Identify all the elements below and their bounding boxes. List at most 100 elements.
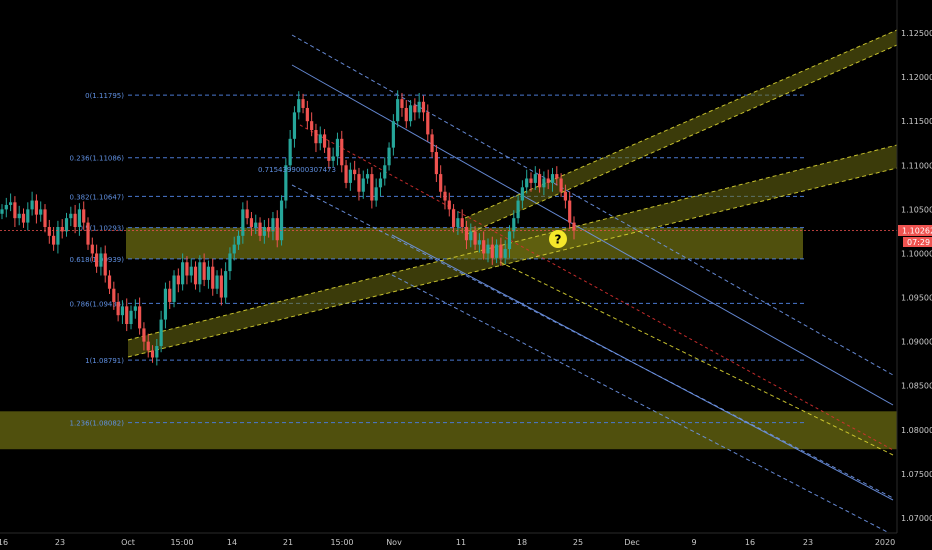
- candle-body-119: [512, 218, 516, 232]
- fib-label-0.786: 0.786(1.09434): [70, 300, 125, 308]
- countdown-label: 07:29: [907, 238, 930, 247]
- candle-body-79: [340, 138, 344, 166]
- price-tick-0: 1.12500: [901, 29, 932, 38]
- candle-body-52: [224, 271, 228, 298]
- candle-body-61: [262, 227, 266, 236]
- candle-body-35: [150, 350, 155, 358]
- time-tick-15: 2020: [875, 538, 895, 547]
- price-tick-7: 1.09000: [901, 338, 932, 347]
- candle-body-128: [550, 174, 555, 183]
- candle-body-129: [555, 174, 559, 179]
- candle-body-102: [439, 174, 443, 192]
- candle-body-14: [60, 227, 64, 232]
- candle-body-66: [284, 165, 288, 201]
- candle-body-92: [396, 99, 400, 122]
- time-axis-background: [0, 533, 932, 550]
- price-axis-ticks[interactable]: 1.12500 1.12000 1.11500 1.11000 1.10500 1.100…: [901, 29, 932, 523]
- time-tick-6: 15:00: [330, 538, 353, 547]
- candle-body-62: [267, 227, 271, 232]
- candle-body-5: [21, 213, 26, 223]
- candle-body-65: [279, 200, 284, 241]
- candle-body-1: [4, 204, 8, 210]
- candle-body-86: [370, 174, 374, 201]
- candle-body-83: [357, 174, 361, 192]
- candle-body-34: [146, 341, 150, 351]
- candle-body-114: [490, 244, 494, 258]
- price-tick-5: 1.10000: [901, 249, 932, 258]
- candle-body-111: [477, 240, 481, 245]
- candle-body-45: [193, 266, 198, 285]
- candle-body-39: [168, 288, 172, 302]
- question-marker[interactable]: ?: [549, 230, 567, 248]
- candle-body-26: [112, 288, 116, 302]
- price-tick-11: 1.07000: [901, 514, 932, 523]
- price-tick-4: 1.10500: [901, 205, 932, 214]
- candle-body-90: [387, 147, 391, 166]
- candle-body-33: [142, 328, 146, 342]
- candle-body-17: [73, 213, 77, 227]
- candle-body-64: [275, 218, 279, 241]
- candle-body-98: [421, 101, 426, 113]
- candle-body-20: [86, 222, 90, 245]
- time-axis-ticks[interactable]: 16 23 Oct 15:00 14 21 15:00 Nov 11 18 25 Dec 9 16 23 20…: [0, 538, 895, 547]
- candle-body-126: [542, 178, 546, 188]
- time-tick-4: 14: [227, 538, 237, 547]
- candle-body-30: [129, 310, 133, 324]
- candle-body-23: [99, 253, 103, 267]
- candle-body-47: [202, 262, 206, 280]
- candle-body-73: [314, 130, 318, 144]
- candle-body-108: [464, 227, 469, 241]
- candle-body-38: [163, 288, 168, 320]
- candle-body-81: [348, 169, 352, 183]
- candle-body-6: [26, 209, 30, 223]
- pitchfork-upper-dashed: [291, 34, 894, 376]
- candle-body-56: [241, 209, 245, 236]
- candle-body-125: [537, 174, 542, 188]
- median-red-line: [299, 124, 894, 451]
- fib-label-1.236: 1.236(1.08082): [70, 420, 125, 428]
- candle-body-63: [271, 218, 275, 232]
- time-tick-9: 18: [517, 538, 527, 547]
- yellow-descending-dashed: [499, 261, 894, 456]
- candle-body-93: [400, 99, 404, 108]
- candle-body-55: [236, 235, 241, 245]
- ascending-channel-upper-top: [464, 29, 898, 219]
- candle-body-100: [430, 134, 434, 153]
- candle-body-7: [30, 200, 34, 210]
- candle-body-87: [374, 187, 378, 201]
- candle-body-71: [305, 107, 309, 122]
- candle-body-70: [301, 99, 305, 108]
- candle-body-27: [116, 301, 120, 316]
- candle-body-16: [69, 213, 73, 219]
- candle-body-0: [0, 209, 4, 214]
- candle-body-76: [327, 147, 331, 161]
- candle-body-3: [13, 202, 17, 219]
- candle-body-106: [456, 218, 460, 227]
- candle-body-74: [318, 134, 322, 144]
- candle-body-10: [43, 209, 47, 227]
- candle-body-37: [159, 319, 163, 347]
- fib-label-0: 0(1.11795): [85, 92, 124, 100]
- candle-body-43: [185, 262, 189, 276]
- candle-body-80: [344, 165, 348, 183]
- candle-body-133: [572, 222, 576, 231]
- pitchfork-lower-line: [391, 234, 894, 501]
- candle-body-40: [172, 275, 176, 302]
- candle-body-4: [17, 213, 21, 219]
- candle-body-130: [559, 178, 563, 192]
- candle-body-2: [9, 202, 13, 205]
- candle-body-59: [254, 222, 258, 227]
- candle-body-8: [34, 200, 39, 215]
- candle-body-12: [52, 235, 56, 245]
- candle-body-112: [482, 240, 486, 254]
- ascending-channel-upper-fill: [465, 30, 897, 235]
- candle-body-104: [447, 200, 451, 210]
- question-marker-circle[interactable]: [549, 230, 567, 248]
- candle-body-118: [507, 231, 512, 250]
- candle-body-78: [335, 138, 340, 157]
- candle-body-67: [288, 138, 292, 166]
- candle-body-18: [77, 209, 82, 227]
- candle-body-91: [391, 121, 395, 148]
- candle-body-50: [215, 275, 219, 289]
